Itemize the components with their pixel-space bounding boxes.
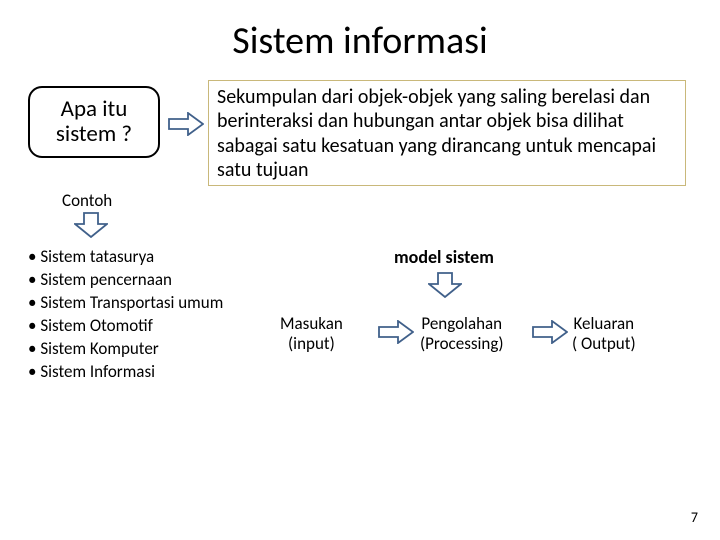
question-box: Apa itu sistem ? [28, 86, 160, 158]
example-list: Sistem tatasurya Sistem pencernaan Siste… [28, 246, 223, 384]
model-label: model sistem [394, 246, 494, 268]
flow-output-line2: ( Output) [572, 333, 636, 354]
list-item: Sistem Komputer [28, 338, 223, 361]
flow-output: Keluaran ( Output) [572, 314, 636, 353]
arrow-right-icon [532, 320, 568, 344]
slide-title: Sistem informasi [0, 18, 720, 64]
flow-process: Pengolahan (Processing) [420, 314, 504, 353]
arrow-down-icon [428, 272, 462, 298]
page-number: 7 [691, 509, 698, 526]
flow-input: Masukan (input) [280, 314, 343, 353]
list-item: Sistem Transportasi umum [28, 292, 223, 315]
list-item: Sistem tatasurya [28, 246, 223, 269]
flow-output-line1: Keluaran [573, 313, 634, 334]
list-item: Sistem pencernaan [28, 269, 223, 292]
flow-input-line2: (input) [288, 333, 335, 354]
arrow-down-icon [74, 212, 108, 238]
arrow-right-icon [378, 320, 414, 344]
flow-input-line1: Masukan [280, 313, 343, 334]
flow-process-line2: (Processing) [420, 333, 504, 354]
contoh-label: Contoh [62, 190, 112, 211]
arrow-right-icon [168, 112, 204, 136]
definition-box: Sekumpulan dari objek-objek yang saling … [208, 80, 686, 186]
list-item: Sistem Informasi [28, 361, 223, 384]
flow-process-line1: Pengolahan [421, 313, 502, 334]
list-item: Sistem Otomotif [28, 315, 223, 338]
